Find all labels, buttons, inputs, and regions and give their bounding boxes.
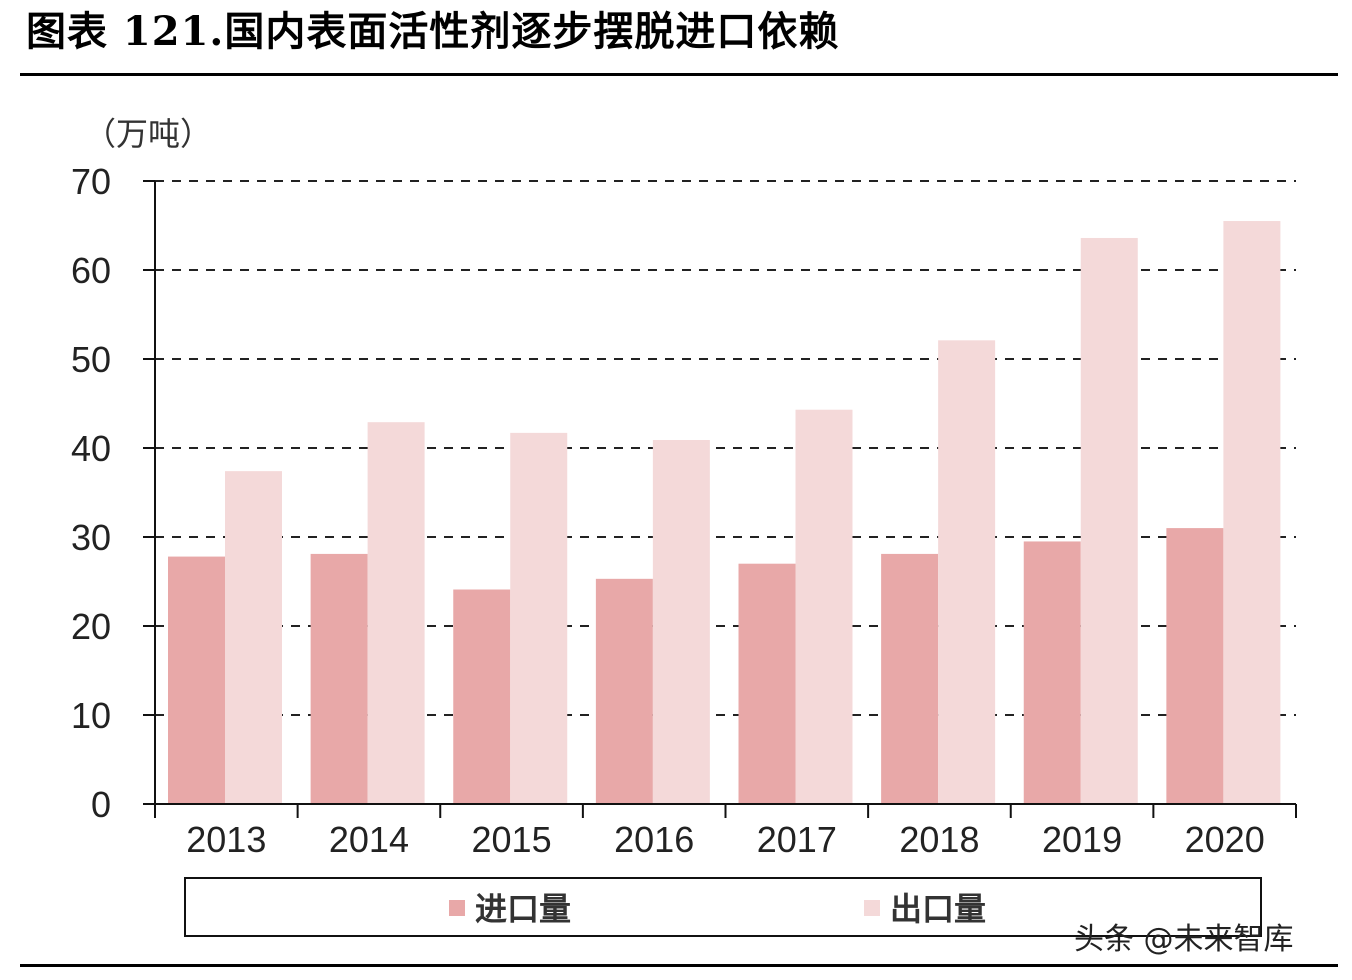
y-tick-label-40: 40 — [71, 428, 111, 469]
y-tick-label-30: 30 — [71, 517, 111, 558]
legend-swatch-import — [449, 900, 465, 916]
x-tick-label-2019: 2019 — [1042, 819, 1122, 860]
x-tick-label-2015: 2015 — [472, 819, 552, 860]
chart-title: 图表 121.国内表面活性剂逐步摆脱进口依赖 — [26, 8, 840, 55]
bar-export-2019 — [1080, 237, 1138, 804]
bar-import-2017 — [738, 563, 796, 804]
x-tick-label-2013: 2013 — [186, 819, 266, 860]
bar-export-2017 — [795, 409, 853, 804]
bar-export-2020 — [1223, 221, 1281, 805]
bar-import-2019 — [1023, 541, 1081, 804]
x-tick-label-2014: 2014 — [329, 819, 409, 860]
bar-export-2014 — [367, 422, 425, 804]
legend-label-import: 进口量 — [475, 890, 571, 928]
y-tick-label-10: 10 — [71, 695, 111, 736]
bar-import-2013 — [168, 556, 225, 804]
title-divider — [20, 73, 1338, 76]
bar-export-2015 — [510, 432, 568, 804]
y-tick-label-50: 50 — [71, 339, 111, 380]
bar-import-2016 — [595, 578, 653, 804]
y-tick-label-0: 0 — [91, 784, 111, 825]
bar-import-2018 — [881, 553, 939, 804]
bar-export-2013 — [225, 471, 282, 804]
bar-import-2014 — [310, 553, 368, 804]
axes — [143, 180, 1297, 818]
bottom-divider — [20, 964, 1338, 967]
y-tick-label-60: 60 — [71, 250, 111, 291]
tick-labels: 0 10 20 30 40 50 60 70 2013 2014 2015 2016 2017 2018 2… — [71, 161, 1265, 860]
x-tick-label-2017: 2017 — [757, 819, 837, 860]
bar-export-2016 — [652, 439, 710, 804]
x-tick-label-2016: 2016 — [614, 819, 694, 860]
x-tick-label-2018: 2018 — [899, 819, 979, 860]
bar-import-2020 — [1166, 528, 1224, 804]
y-tick-label-70: 70 — [71, 161, 111, 202]
y-unit-label: （万吨） — [84, 115, 212, 153]
bar-import-2015 — [453, 589, 511, 804]
x-tick-label-2020: 2020 — [1185, 819, 1265, 860]
bars — [168, 221, 1281, 805]
legend-box — [184, 877, 1262, 937]
legend: 进口量 出口量 — [184, 877, 1262, 937]
watermark-text: 头条 @未来智库 — [1074, 922, 1294, 957]
bar-export-2018 — [938, 340, 996, 804]
legend-label-export: 出口量 — [890, 890, 986, 928]
y-tick-label-20: 20 — [71, 606, 111, 647]
legend-swatch-export — [864, 900, 880, 916]
